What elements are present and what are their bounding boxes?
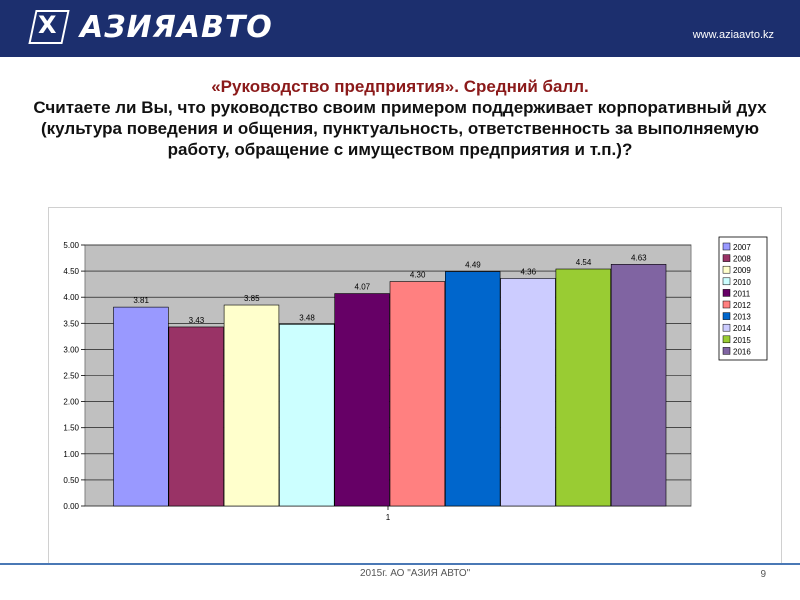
bar-chart: 0.00 0.50 1.00 1.50 2.00 2.50 3.00 3.50 4.00 4.50…	[63, 236, 768, 522]
data-label: 4.63	[631, 253, 647, 262]
logo-text: АЗИЯАВТО	[80, 10, 273, 45]
footer-divider	[0, 563, 800, 565]
y-tick-label: 5.00	[63, 241, 79, 250]
page-number: 9	[760, 569, 766, 580]
data-label: 4.49	[465, 261, 481, 270]
legend-label: 2007	[733, 243, 751, 252]
legend-swatch	[722, 347, 731, 355]
legend-label: 2010	[733, 278, 751, 287]
legend-swatch	[722, 312, 731, 320]
y-tick-label: 3.00	[63, 345, 79, 354]
data-label: 4.36	[520, 267, 536, 276]
legend-swatch	[722, 335, 731, 344]
bar	[555, 268, 611, 507]
bar	[389, 281, 446, 507]
legend-swatch	[722, 277, 731, 286]
data-label: 4.07	[355, 283, 371, 292]
legend-swatch	[722, 242, 731, 251]
footer-copyright: 2015г. АО "АЗИЯ АВТО"	[360, 568, 471, 579]
y-tick-label: 1.00	[63, 450, 79, 459]
legend-label: 2015	[733, 336, 751, 345]
data-label: 3.81	[133, 296, 149, 305]
slide-title-line1: «Руководство предприятия». Средний балл.	[211, 77, 589, 96]
header-bar: X АЗИЯАВТО www.aziaavto.kz	[0, 0, 800, 57]
chart-frame: 0.00 0.50 1.00 1.50 2.00 2.50 3.00 3.50 4.00 4.50…	[48, 207, 782, 565]
company-logo[interactable]: X АЗИЯАВТО	[28, 8, 272, 48]
y-tick-label: 0.50	[63, 476, 79, 485]
legend-label: 2011	[733, 289, 751, 298]
bar	[334, 293, 390, 507]
y-tick-label: 2.00	[63, 398, 79, 407]
data-label: 4.30	[410, 271, 426, 280]
y-tick-label: 3.50	[63, 319, 79, 328]
bar	[113, 306, 169, 507]
bar	[444, 271, 501, 507]
data-label: 3.48	[299, 313, 315, 322]
website-url[interactable]: www.aziaavto.kz	[692, 29, 774, 41]
legend-swatch	[722, 265, 731, 274]
bar	[223, 304, 280, 507]
logo-mark-letter: X	[38, 11, 57, 39]
legend-label: 2014	[733, 324, 751, 333]
legend-swatch	[722, 323, 731, 332]
bar	[168, 326, 224, 507]
bar	[500, 278, 556, 507]
y-tick-label: 0.00	[63, 502, 79, 511]
slide-question: Считаете ли Вы, что руководство своим пр…	[33, 98, 767, 159]
legend-swatch	[722, 300, 731, 309]
legend-label: 2008	[733, 255, 751, 264]
legend-label: 2013	[733, 313, 751, 322]
y-tick-label: 4.50	[63, 267, 79, 276]
bar	[279, 324, 335, 507]
slide-title: «Руководство предприятия». Средний балл.…	[20, 76, 780, 160]
data-label: 3.43	[189, 316, 205, 325]
y-tick-label: 4.00	[63, 293, 79, 302]
x-tick-label: 1	[386, 513, 391, 522]
data-label: 4.54	[576, 258, 592, 267]
bar	[610, 264, 667, 507]
y-tick-label: 2.50	[63, 372, 79, 381]
legend-label: 2009	[733, 266, 751, 275]
legend-label: 2016	[733, 347, 751, 356]
legend-label: 2012	[733, 301, 751, 310]
data-label: 3.85	[244, 294, 260, 303]
legend-swatch	[722, 254, 731, 262]
legend-swatch	[722, 289, 731, 297]
y-tick-label: 1.50	[63, 424, 79, 433]
